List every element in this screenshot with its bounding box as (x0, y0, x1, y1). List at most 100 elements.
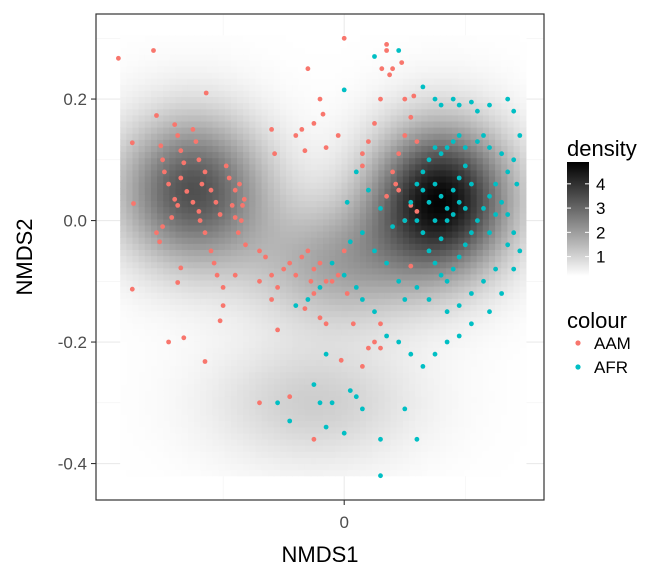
density-cell (347, 78, 355, 85)
density-cell (249, 402, 257, 410)
density-cell (255, 212, 263, 220)
density-cell (501, 139, 508, 146)
density-cell (396, 298, 404, 306)
density-cell (335, 469, 343, 477)
density-cell (126, 316, 134, 324)
density-cell (329, 292, 336, 299)
density-cell (501, 457, 508, 465)
density-cell (187, 114, 195, 122)
density-cell (212, 224, 220, 232)
density-cell (421, 243, 429, 250)
density-cell (267, 322, 275, 330)
density-cell (304, 182, 312, 189)
density-cell (138, 316, 146, 324)
density-cell (218, 120, 226, 128)
data-point (116, 55, 121, 61)
density-cell (243, 371, 250, 379)
density-cell (476, 445, 484, 452)
density-cell (132, 445, 140, 452)
data-point (293, 133, 299, 138)
density-cell (366, 90, 373, 98)
density-cell (280, 237, 287, 244)
density-cell (329, 127, 336, 134)
density-cell (390, 267, 398, 275)
density-cell (175, 108, 183, 116)
density-cell (280, 120, 287, 128)
density-cell (236, 390, 244, 397)
density-cell (445, 365, 453, 373)
density-cell (439, 359, 447, 367)
density-cell (280, 402, 287, 410)
density-cell (495, 90, 502, 98)
density-cell (421, 120, 429, 128)
density-cell (421, 469, 429, 477)
density-cell (243, 182, 250, 189)
density-cell (169, 65, 177, 73)
density-cell (120, 41, 127, 49)
density-cell (402, 59, 410, 67)
density-cell (249, 439, 257, 446)
density-cell (212, 41, 220, 49)
density-cell (224, 102, 232, 110)
density-cell (421, 139, 429, 146)
density-cell (384, 445, 392, 452)
density-cell (132, 310, 140, 318)
density-cell (310, 41, 318, 49)
density-cell (427, 445, 435, 452)
density-cell (501, 206, 508, 214)
density-cell (501, 200, 508, 208)
density-cell (292, 53, 300, 61)
density-cell (372, 96, 379, 104)
density-cell (224, 224, 232, 232)
density-cell (193, 408, 201, 416)
density-cell (458, 169, 465, 177)
density-cell (200, 439, 207, 446)
density-cell (452, 451, 459, 458)
density-cell (138, 463, 146, 471)
density-cell (126, 188, 134, 195)
data-point (178, 148, 184, 154)
density-cell (433, 151, 441, 159)
density-cell (519, 402, 527, 410)
density-cell (187, 206, 195, 214)
density-cell (482, 445, 490, 452)
density-cell (390, 47, 398, 55)
density-cell (378, 163, 386, 171)
density-cell (316, 169, 324, 177)
density-cell (323, 114, 330, 122)
density-cell (347, 35, 355, 42)
density-cell (445, 108, 453, 116)
density-cell (341, 383, 349, 391)
data-point (217, 212, 223, 217)
density-cell (476, 457, 484, 465)
density-cell (273, 445, 281, 452)
density-cell (249, 304, 257, 312)
density-cell (501, 371, 508, 379)
density-cell (341, 218, 349, 226)
density-cell (482, 133, 490, 140)
density-cell (476, 304, 484, 312)
density-cell (409, 243, 416, 250)
density-cell (157, 451, 164, 458)
density-cell (482, 335, 490, 342)
density-cell (482, 286, 490, 293)
density-cell (150, 463, 158, 471)
density-cell (458, 59, 465, 67)
density-cell (157, 175, 164, 183)
density-cell (439, 47, 447, 55)
density-cell (464, 71, 472, 79)
density-cell (138, 396, 146, 403)
density-cell (224, 347, 232, 354)
data-point (196, 157, 202, 163)
density-cell (323, 206, 330, 214)
density-cell (390, 120, 398, 128)
density-cell (310, 255, 318, 263)
data-point (184, 189, 190, 194)
density-cell (218, 53, 226, 61)
density-cell (224, 249, 232, 257)
density-cell (427, 316, 435, 324)
density-cell (126, 359, 134, 367)
density-cell (316, 414, 324, 422)
density-cell (513, 47, 521, 55)
density-cell (224, 328, 232, 336)
